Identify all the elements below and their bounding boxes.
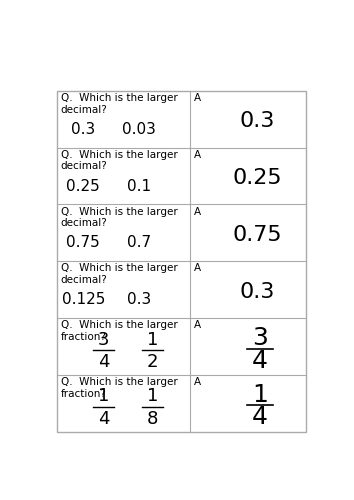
Text: 3: 3 [98, 330, 109, 348]
Text: A: A [194, 150, 201, 160]
Text: 3: 3 [252, 326, 268, 350]
Text: Q.  Which is the larger
decimal?: Q. Which is the larger decimal? [61, 206, 177, 229]
Text: 0.125: 0.125 [62, 292, 105, 308]
Text: 0.25: 0.25 [67, 178, 100, 194]
Text: Q.  Which is the larger
fraction?: Q. Which is the larger fraction? [61, 377, 177, 398]
Text: 0.3: 0.3 [71, 122, 96, 137]
Text: A: A [194, 377, 201, 387]
Bar [57, 91, 306, 432]
Text: Q.  Which is the larger
fraction?: Q. Which is the larger fraction? [61, 320, 177, 342]
Text: 0.3: 0.3 [240, 282, 275, 302]
Text: 0.75: 0.75 [67, 236, 100, 250]
Text: 4: 4 [98, 410, 109, 428]
Text: A: A [194, 264, 201, 274]
Text: A: A [194, 93, 201, 103]
Text: 1: 1 [147, 388, 159, 406]
Text: 1: 1 [252, 383, 268, 407]
Text: 8: 8 [147, 410, 159, 428]
Text: Q.  Which is the larger
decimal?: Q. Which is the larger decimal? [61, 150, 177, 172]
Text: A: A [194, 320, 201, 330]
Text: Q.  Which is the larger
decimal?: Q. Which is the larger decimal? [61, 93, 177, 114]
Text: 0.7: 0.7 [127, 236, 152, 250]
Text: 4: 4 [98, 353, 109, 371]
Text: 2: 2 [147, 353, 159, 371]
Text: 0.75: 0.75 [233, 225, 282, 245]
Text: 0.25: 0.25 [233, 168, 282, 188]
Text: 1: 1 [98, 388, 109, 406]
Text: 0.03: 0.03 [122, 122, 156, 137]
Text: 0.3: 0.3 [127, 292, 152, 308]
Text: 1: 1 [147, 330, 159, 348]
Text: 4: 4 [252, 406, 268, 429]
Text: 0.3: 0.3 [240, 112, 275, 132]
Text: Q.  Which is the larger
decimal?: Q. Which is the larger decimal? [61, 264, 177, 285]
Text: A: A [194, 206, 201, 216]
Text: 0.1: 0.1 [127, 178, 152, 194]
Text: 4: 4 [252, 348, 268, 372]
